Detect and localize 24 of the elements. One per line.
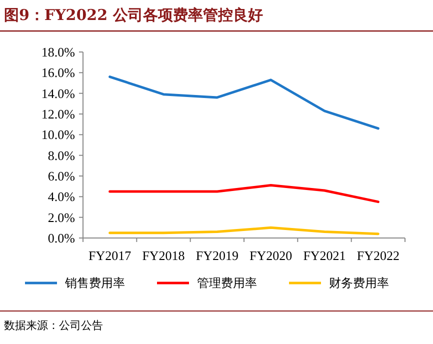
y-tick-label: 8.0% bbox=[48, 148, 76, 163]
legend-label: 销售费用率 bbox=[64, 276, 125, 290]
line-series bbox=[108, 76, 380, 130]
x-tick-label: FY2019 bbox=[196, 248, 238, 263]
y-tick-label: 14.0% bbox=[41, 86, 76, 101]
line-series bbox=[108, 184, 380, 204]
y-tick-label: 6.0% bbox=[48, 168, 76, 184]
y-tick-label: 4.0% bbox=[48, 189, 76, 204]
x-tick-label: FY2020 bbox=[250, 248, 292, 263]
line-series bbox=[108, 226, 380, 236]
y-tick-label: 10.0% bbox=[41, 127, 76, 142]
chart-title: 图9：FY2022 公司各项费率管控良好 bbox=[4, 6, 263, 24]
y-tick-label: 18.0% bbox=[41, 44, 76, 60]
y-tick-label: 16.0% bbox=[41, 65, 76, 80]
x-tick-label: FY2021 bbox=[303, 248, 346, 263]
x-tick-label: FY2022 bbox=[356, 248, 400, 263]
x-tick-label: FY2018 bbox=[142, 248, 185, 263]
legend-label: 财务费用率 bbox=[329, 276, 389, 290]
y-tick-label: 12.0% bbox=[41, 106, 76, 122]
x-tick-label: FY2017 bbox=[88, 248, 132, 263]
y-tick-label: 0.0% bbox=[48, 230, 76, 246]
legend-label: 管理费用率 bbox=[197, 276, 257, 290]
y-tick-label: 2.0% bbox=[48, 210, 76, 225]
source-note: 数据来源：公司公告 bbox=[4, 319, 103, 332]
